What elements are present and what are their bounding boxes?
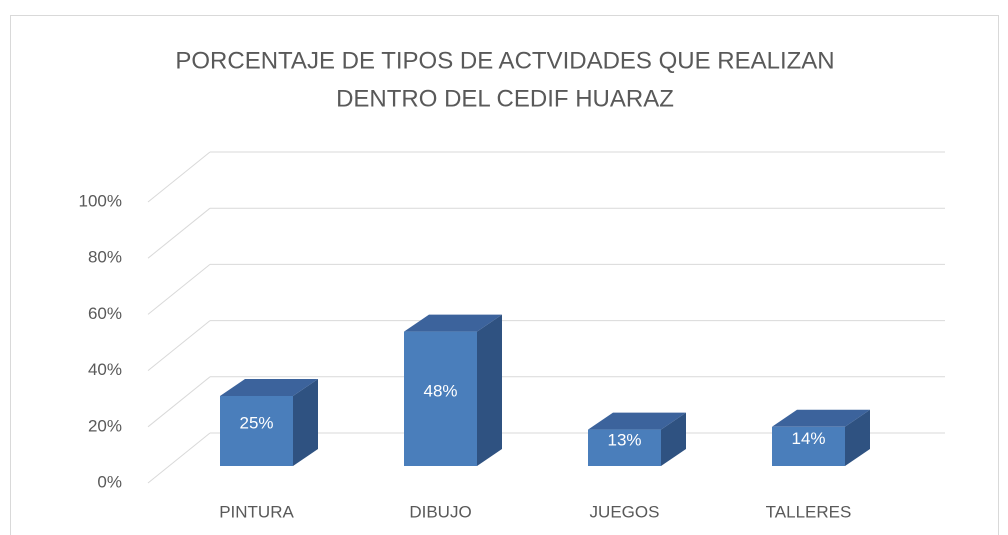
grid-line [147, 432, 211, 484]
bar-top [220, 379, 318, 396]
bar [588, 429, 661, 466]
grid-line [147, 320, 211, 371]
y-tick-label: 100% [79, 191, 122, 210]
bar [772, 426, 845, 466]
bar [220, 396, 293, 466]
bar-top [772, 409, 870, 427]
chart-title: DENTRO DEL CEDIF HUARAZ [336, 85, 674, 112]
grid-line [147, 264, 211, 315]
bar-top [404, 314, 502, 332]
grid-line [147, 151, 211, 203]
chart-title: PORCENTAJE DE TIPOS DE ACTVIDADES QUE RE… [175, 47, 834, 74]
x-tick-label: PINTURA [219, 502, 294, 521]
x-tick-label: TALLERES [766, 502, 852, 521]
value-label: 14% [791, 429, 825, 448]
value-label: 25% [239, 413, 273, 432]
y-tick-label: 80% [88, 248, 122, 267]
y-tick-label: 40% [88, 360, 122, 379]
grid-line [147, 376, 211, 428]
x-tick-label: JUEGOS [590, 502, 660, 521]
bar-side [477, 314, 502, 466]
bar-side [661, 412, 686, 466]
bar [404, 331, 477, 466]
bar-side [845, 409, 870, 466]
value-label: 13% [607, 430, 641, 449]
x-tick-label: DIBUJO [409, 502, 471, 521]
grid-line [147, 207, 211, 259]
y-tick-label: 0% [97, 472, 122, 491]
value-label: 48% [423, 381, 457, 400]
bar-side [293, 379, 318, 466]
y-tick-label: 20% [88, 416, 122, 435]
y-tick-label: 60% [88, 304, 122, 323]
bar-top [588, 412, 686, 430]
